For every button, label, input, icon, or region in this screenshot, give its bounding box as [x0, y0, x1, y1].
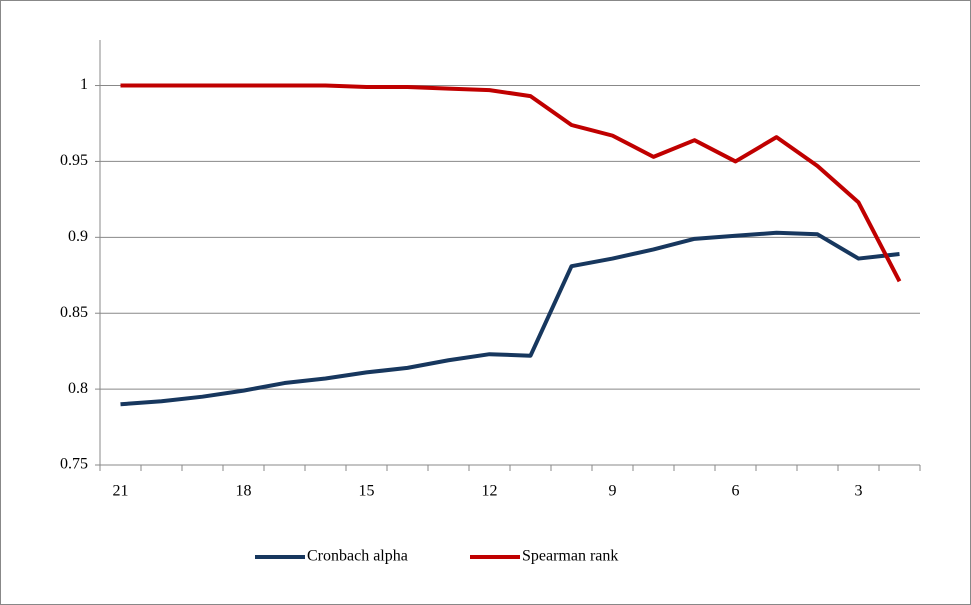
x-tick-label: 15 — [359, 483, 375, 500]
y-tick-label: 0.8 — [68, 380, 88, 397]
y-tick-label: 0.95 — [60, 152, 88, 169]
x-tick-label: 6 — [732, 483, 740, 500]
x-tick-label: 12 — [482, 483, 498, 500]
y-tick-label: 0.85 — [60, 304, 88, 321]
y-tick-label: 0.75 — [60, 456, 88, 473]
data-line — [120, 83, 902, 283]
y-tick-label: 1 — [80, 76, 88, 93]
x-tick-label: 18 — [236, 483, 252, 500]
x-tick-label: 21 — [113, 483, 129, 500]
legend-label: Cronbach alpha — [307, 548, 408, 565]
data-line — [120, 230, 900, 407]
legend-label: Spearman rank — [522, 548, 618, 565]
x-tick-label: 9 — [609, 483, 617, 500]
y-tick-label: 0.9 — [68, 228, 88, 245]
x-tick-label: 3 — [855, 483, 863, 500]
